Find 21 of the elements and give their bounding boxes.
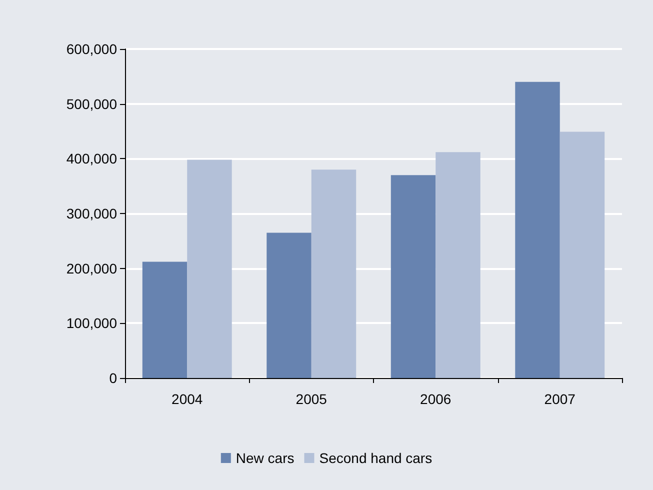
x-tick-label: 2004 [172, 391, 203, 407]
bar [560, 132, 605, 378]
bar [311, 170, 356, 378]
bar [515, 82, 560, 378]
y-tick-label: 500,000 [66, 96, 118, 112]
bar [187, 160, 232, 378]
x-tick-label: 2007 [544, 391, 576, 407]
x-tick-label: 2005 [296, 391, 328, 407]
bar [266, 232, 312, 378]
y-tick-label: 200,000 [66, 260, 118, 276]
bar [436, 152, 480, 378]
y-tick-label: 400,000 [66, 150, 118, 167]
x-tick-label: 2006 [420, 391, 452, 407]
legend-label: Second hand cars [319, 450, 432, 466]
legend-label: New cars [236, 450, 294, 466]
y-tick-label: 300,000 [66, 206, 118, 222]
y-tick-label: 100,000 [66, 315, 118, 332]
bar [390, 175, 436, 378]
y-tick-label: 0 [109, 370, 118, 386]
bar [142, 262, 188, 378]
y-tick-label: 600,000 [66, 41, 118, 57]
